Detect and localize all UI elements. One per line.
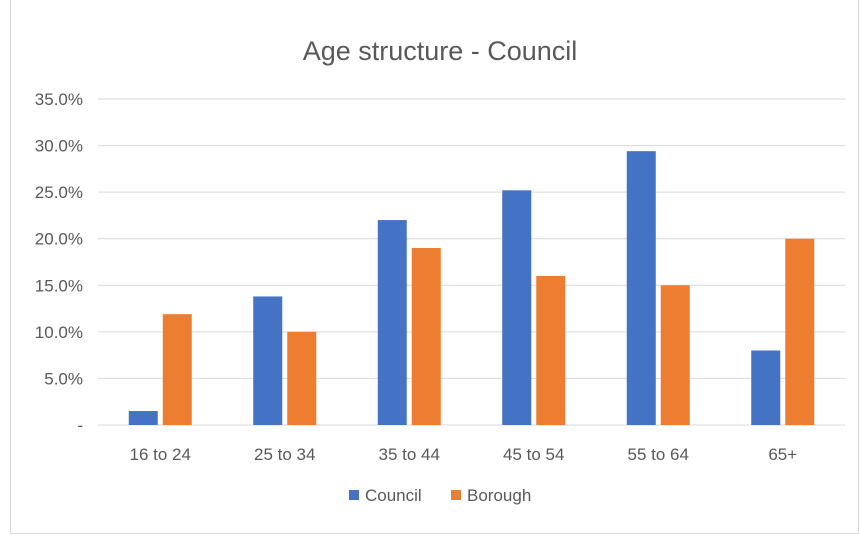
x-axis-ticks: 16 to 24 25 to 34 35 to 44 45 to 54 55 to 64… bbox=[130, 445, 798, 464]
gridlines bbox=[98, 98, 845, 426]
legend-swatch-borough bbox=[451, 490, 461, 500]
y-tick-label: - bbox=[77, 416, 83, 435]
chart-title: Age structure - Council bbox=[303, 36, 578, 66]
y-tick-label: 10.0% bbox=[35, 323, 83, 342]
bar-borough bbox=[785, 238, 815, 425]
bar-borough bbox=[162, 314, 192, 425]
bar-council bbox=[751, 350, 781, 425]
bar-council bbox=[377, 220, 407, 425]
legend-label-borough: Borough bbox=[467, 486, 531, 505]
x-tick-label: 16 to 24 bbox=[130, 445, 191, 464]
x-tick-label: 65+ bbox=[768, 445, 797, 464]
legend: Council Borough bbox=[349, 486, 531, 505]
legend-swatch-council bbox=[349, 490, 359, 500]
bar-council bbox=[502, 190, 532, 425]
y-tick-label: 30.0% bbox=[35, 137, 83, 156]
y-tick-label: 20.0% bbox=[35, 230, 83, 249]
bar-council bbox=[626, 151, 656, 425]
bar-council bbox=[128, 411, 158, 425]
y-tick-label: 35.0% bbox=[35, 90, 83, 109]
bar-borough bbox=[536, 275, 566, 425]
x-tick-label: 35 to 44 bbox=[379, 445, 440, 464]
bar-borough bbox=[660, 285, 690, 425]
y-tick-label: 15.0% bbox=[35, 276, 83, 295]
x-tick-label: 55 to 64 bbox=[628, 445, 689, 464]
x-tick-label: 45 to 54 bbox=[503, 445, 564, 464]
legend-label-council: Council bbox=[365, 486, 422, 505]
x-tick-label: 25 to 34 bbox=[254, 445, 315, 464]
y-tick-label: 5.0% bbox=[44, 369, 83, 388]
bar-borough bbox=[287, 331, 317, 425]
bar-borough bbox=[411, 248, 441, 425]
y-axis-ticks: - 5.0% 10.0% 15.0% 20.0% 25.0% 30.0% 35.0% bbox=[35, 90, 83, 435]
y-tick-label: 25.0% bbox=[35, 183, 83, 202]
bars bbox=[128, 151, 815, 425]
bar-council bbox=[253, 296, 283, 425]
